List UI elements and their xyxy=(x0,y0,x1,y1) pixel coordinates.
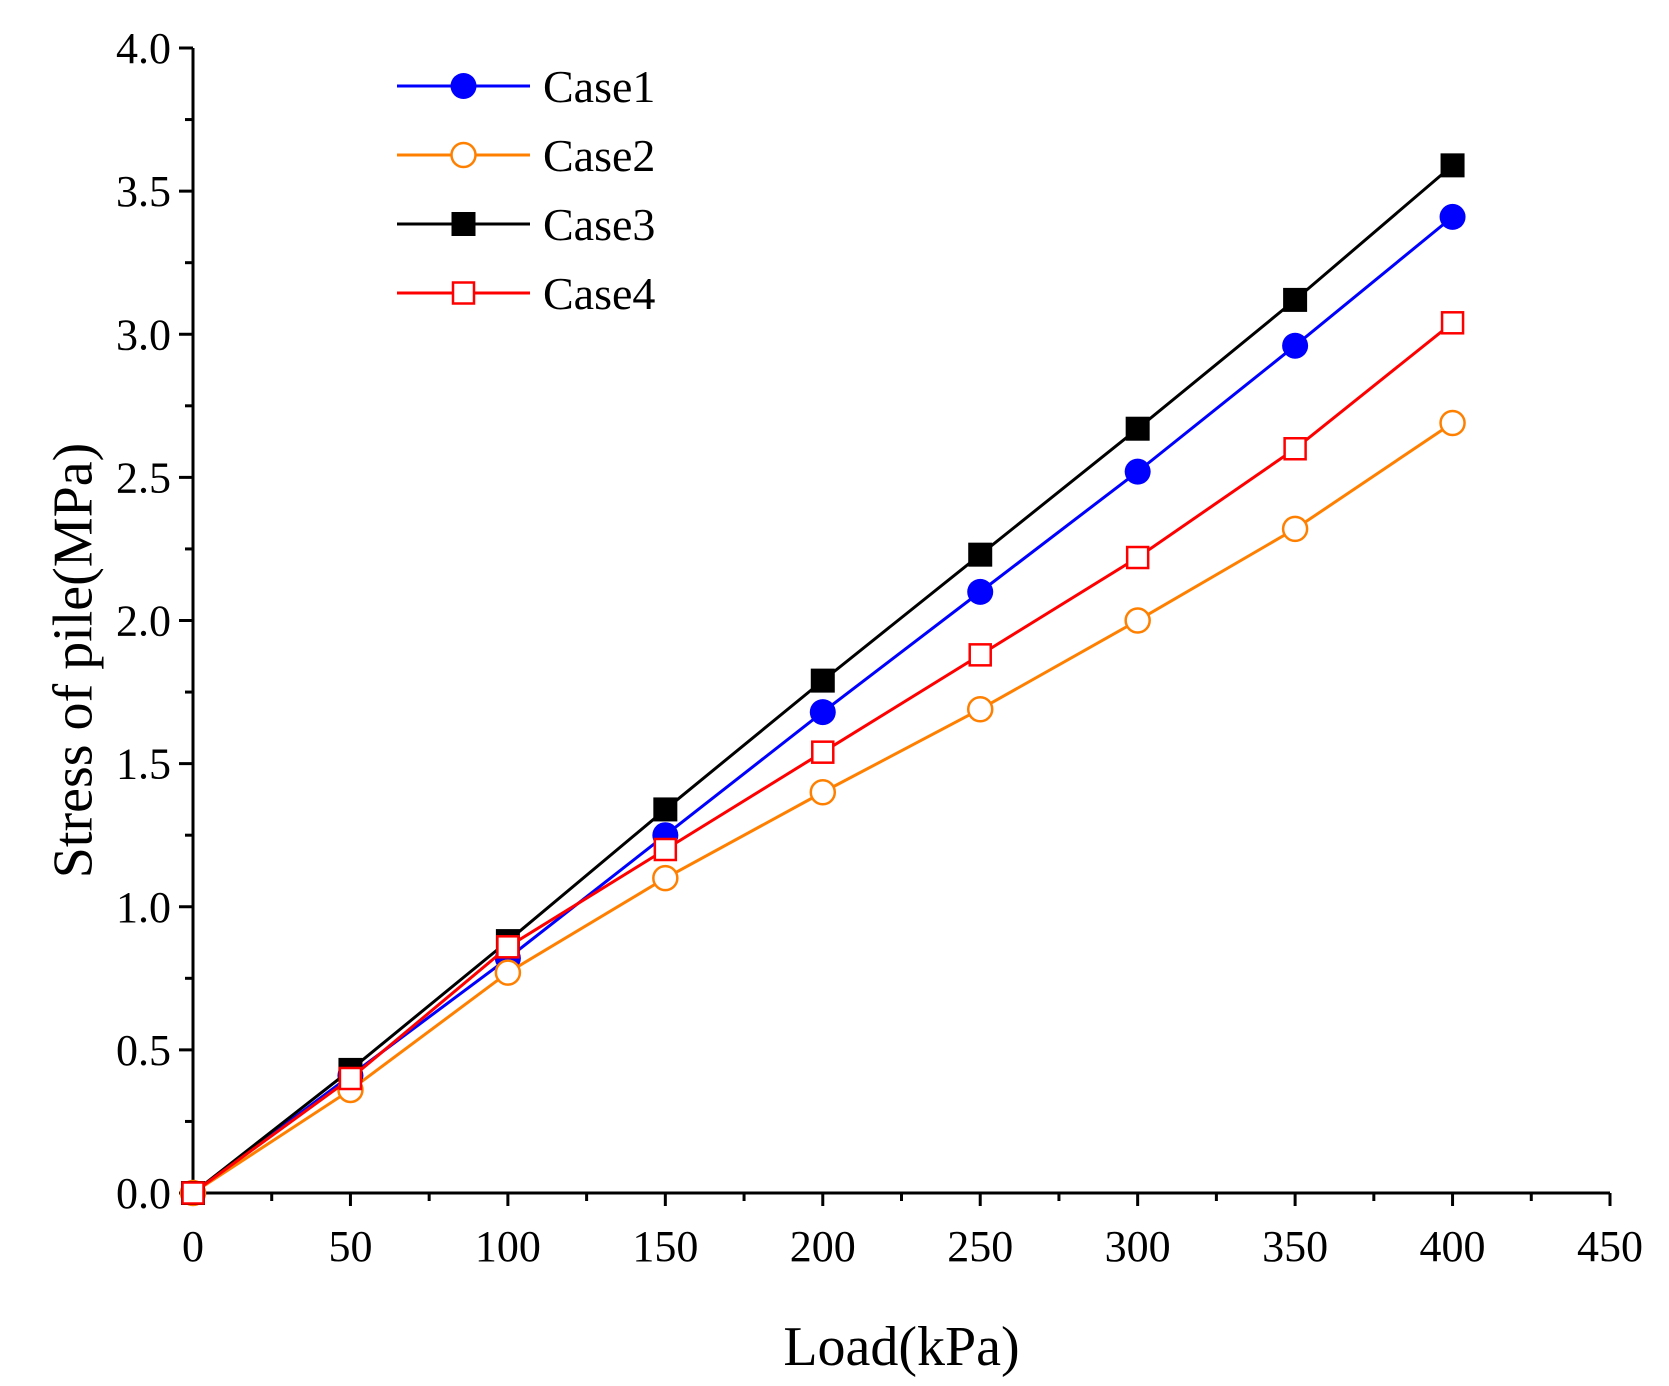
data-point xyxy=(1439,409,1466,437)
legend-label: Case2 xyxy=(543,130,655,181)
x-tick-label: 100 xyxy=(475,1222,541,1271)
legend-marker xyxy=(451,281,476,305)
data-point xyxy=(653,837,678,862)
legend-label: Case1 xyxy=(543,61,655,112)
data-point xyxy=(810,668,835,693)
y-tick-label: 3.5 xyxy=(116,167,171,216)
data-point xyxy=(809,779,837,806)
y-tick-label: 0.5 xyxy=(116,1026,171,1075)
legend-marker xyxy=(451,212,476,236)
legend-marker xyxy=(450,73,477,99)
legend-item: Case2 xyxy=(397,130,655,181)
data-point xyxy=(1125,545,1150,570)
data-point xyxy=(494,959,522,986)
data-point xyxy=(1125,416,1150,441)
series-case2 xyxy=(179,409,1466,1207)
data-point xyxy=(1124,607,1151,634)
y-tick-label: 1.5 xyxy=(116,740,171,789)
x-tick-label: 200 xyxy=(790,1222,856,1271)
series-layer xyxy=(179,153,1466,1207)
y-tick-label: 1.0 xyxy=(116,883,171,932)
x-tick-label: 450 xyxy=(1577,1222,1643,1271)
data-point xyxy=(1283,437,1307,461)
y-tick-label: 0.0 xyxy=(116,1169,171,1218)
legend-item: Case1 xyxy=(397,61,655,112)
data-point xyxy=(338,1066,363,1091)
data-point xyxy=(181,1181,205,1205)
legend-item: Case4 xyxy=(397,268,655,319)
legend-label: Case4 xyxy=(543,268,655,319)
y-tick-label: 2.5 xyxy=(116,453,171,502)
data-point xyxy=(652,864,679,892)
legend: Case1 Case2 Case3 Case4 xyxy=(397,61,655,319)
data-point xyxy=(967,578,994,605)
x-tick-label: 350 xyxy=(1262,1222,1328,1271)
x-tick-label: 50 xyxy=(328,1222,372,1271)
x-axis-title: Load(kPa) xyxy=(783,1316,1019,1378)
series-line xyxy=(192,421,1454,1195)
y-tick-label: 3.0 xyxy=(116,310,171,359)
data-point xyxy=(1439,203,1466,230)
data-point xyxy=(811,740,835,764)
axes: 0 50 100 150 200 250 300 350 400 450 0.0 0.5 1.0 1.5 2… xyxy=(116,24,1643,1271)
data-point xyxy=(496,935,520,959)
y-tick-label: 2.0 xyxy=(116,597,171,646)
legend-item: Case3 xyxy=(397,199,655,250)
series-case4 xyxy=(181,311,1465,1205)
data-point xyxy=(653,797,678,822)
data-point xyxy=(809,699,836,726)
x-tick-label: 250 xyxy=(947,1222,1013,1271)
x-tick-label: 0 xyxy=(182,1222,204,1271)
x-tick-label: 300 xyxy=(1105,1222,1171,1271)
data-point xyxy=(968,643,992,667)
y-axis-title: Stress of pile(MPa) xyxy=(43,443,105,879)
data-point xyxy=(1124,458,1151,485)
data-point xyxy=(966,695,994,723)
y-tick-label: 4.0 xyxy=(116,24,171,73)
x-tick-label: 150 xyxy=(632,1222,698,1271)
data-point xyxy=(1440,153,1465,178)
series-case1 xyxy=(180,203,1466,1206)
legend-label: Case3 xyxy=(543,199,655,250)
data-point xyxy=(1440,311,1465,335)
legend-marker xyxy=(450,141,477,169)
x-tick-label: 400 xyxy=(1420,1222,1486,1271)
data-point xyxy=(1283,287,1308,312)
series-case3 xyxy=(181,153,1465,1205)
data-point xyxy=(1281,515,1309,543)
data-point xyxy=(1282,332,1309,359)
data-point xyxy=(968,542,993,567)
